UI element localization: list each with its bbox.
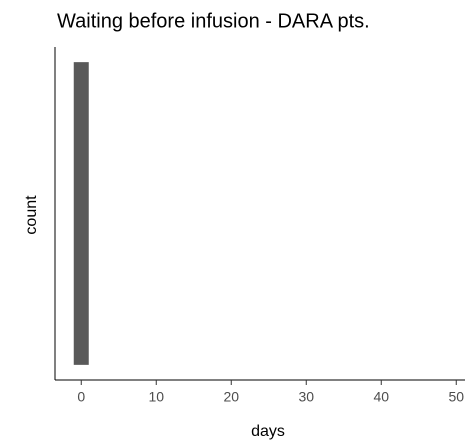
x-axis-title: days xyxy=(251,423,285,440)
x-tick-label: 0 xyxy=(77,389,85,405)
x-tick-label: 50 xyxy=(448,389,464,405)
x-tick-label: 30 xyxy=(298,389,314,405)
x-tick-label: 40 xyxy=(373,389,389,405)
bar xyxy=(73,62,89,365)
x-tick-label: 20 xyxy=(223,389,239,405)
y-axis-title: count xyxy=(23,195,40,235)
x-tick-label: 10 xyxy=(148,389,164,405)
chart-title: Waiting before infusion - DARA pts. xyxy=(57,10,370,32)
